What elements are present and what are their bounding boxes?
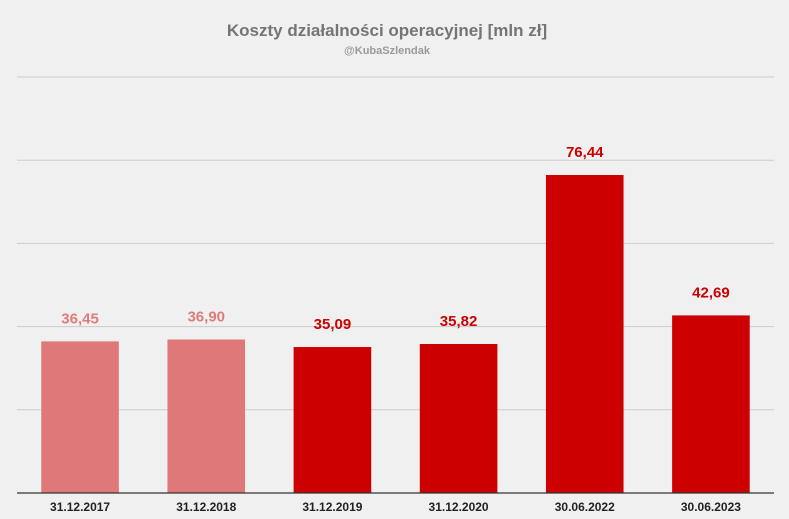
bar-31.12.2017	[41, 341, 119, 493]
data-label: 35,09	[314, 316, 352, 333]
x-tick-labels: 31.12.2017 31.12.2018 31.12.2019 31.12.2020…	[50, 500, 741, 514]
x-tick-label: 31.12.2019	[302, 500, 362, 514]
data-label: 76,44	[566, 144, 604, 161]
gridlines	[17, 76, 774, 411]
x-tick-label: 30.06.2022	[555, 500, 615, 514]
bar-31.12.2020	[419, 343, 498, 493]
data-label: 42,69	[692, 284, 730, 301]
data-label: 35,82	[440, 313, 478, 330]
x-tick-label: 31.12.2020	[429, 500, 489, 514]
chart-title: Koszty działalności operacyjnej [mln zł]	[227, 21, 547, 40]
bar-31.12.2018	[167, 339, 246, 493]
bar-31.12.2019	[293, 347, 372, 493]
bar-30.06.2022	[545, 175, 624, 494]
data-label: 36,45	[61, 310, 99, 327]
data-label: 36,90	[187, 308, 225, 325]
x-tick-label: 31.12.2018	[176, 500, 236, 514]
x-tick-label: 30.06.2023	[681, 500, 741, 514]
bar-30.06.2023	[672, 315, 750, 493]
bars	[41, 175, 750, 494]
x-tick-label: 31.12.2017	[50, 500, 110, 514]
data-labels: 36,45 36,90 35,09 35,82 76,44 42,69	[61, 144, 729, 333]
chart-subtitle: @KubaSzlendak	[344, 45, 431, 57]
